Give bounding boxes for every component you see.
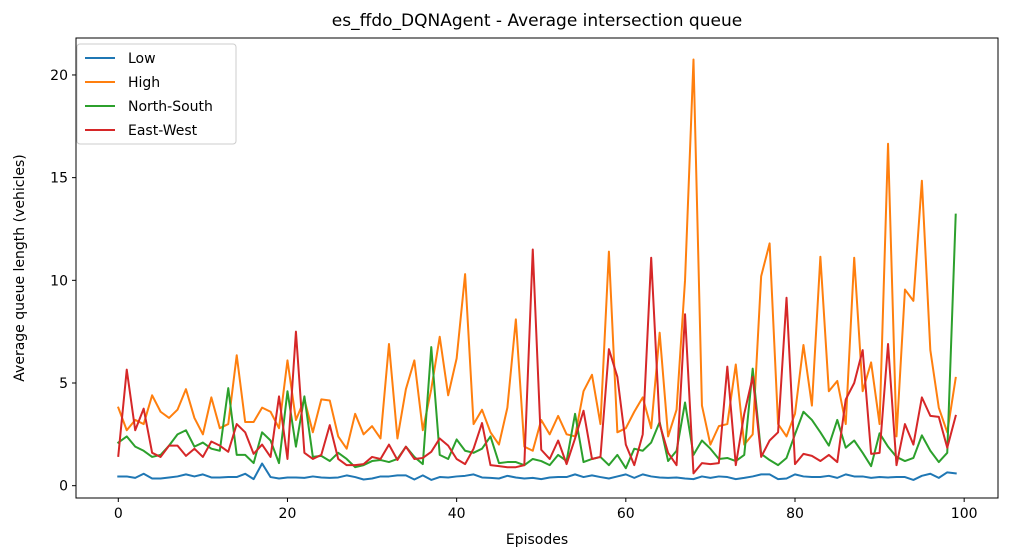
y-tick-label: 10 bbox=[50, 273, 68, 289]
legend-label-north-south: North-South bbox=[128, 99, 213, 115]
legend-label-east-west: East-West bbox=[128, 123, 198, 139]
legend-label-low: Low bbox=[128, 51, 156, 67]
chart-title: es_ffdo_DQNAgent - Average intersection … bbox=[332, 11, 742, 31]
x-tick-label: 40 bbox=[448, 506, 466, 522]
x-axis: 0 20 40 60 80 100 bbox=[114, 498, 978, 522]
series-line-north-south bbox=[116, 213, 957, 470]
x-tick-label: 80 bbox=[786, 506, 804, 522]
y-tick-label: 5 bbox=[59, 376, 68, 392]
x-tick-label: 100 bbox=[951, 506, 978, 522]
y-tick-label: 15 bbox=[50, 171, 68, 187]
plot-frame bbox=[75, 37, 999, 499]
x-tick-label: 60 bbox=[617, 506, 635, 522]
legend-label-high: High bbox=[128, 75, 160, 91]
x-tick-label: 20 bbox=[279, 506, 297, 522]
y-tick-label: 0 bbox=[59, 479, 68, 495]
x-tick-label: 0 bbox=[114, 506, 123, 522]
y-axis-title: Average queue length (vehicles) bbox=[12, 154, 28, 381]
series-line-low bbox=[117, 462, 957, 481]
legend-box bbox=[76, 43, 237, 145]
y-tick-label: 20 bbox=[50, 68, 68, 84]
y-axis: 0 5 10 15 20 bbox=[50, 68, 76, 495]
x-axis-title: Episodes bbox=[506, 532, 568, 548]
legend: Low High North-South East-West bbox=[76, 43, 237, 145]
series-line-east-west bbox=[117, 248, 957, 475]
plot-series bbox=[116, 58, 957, 481]
series-line-high bbox=[117, 58, 957, 452]
